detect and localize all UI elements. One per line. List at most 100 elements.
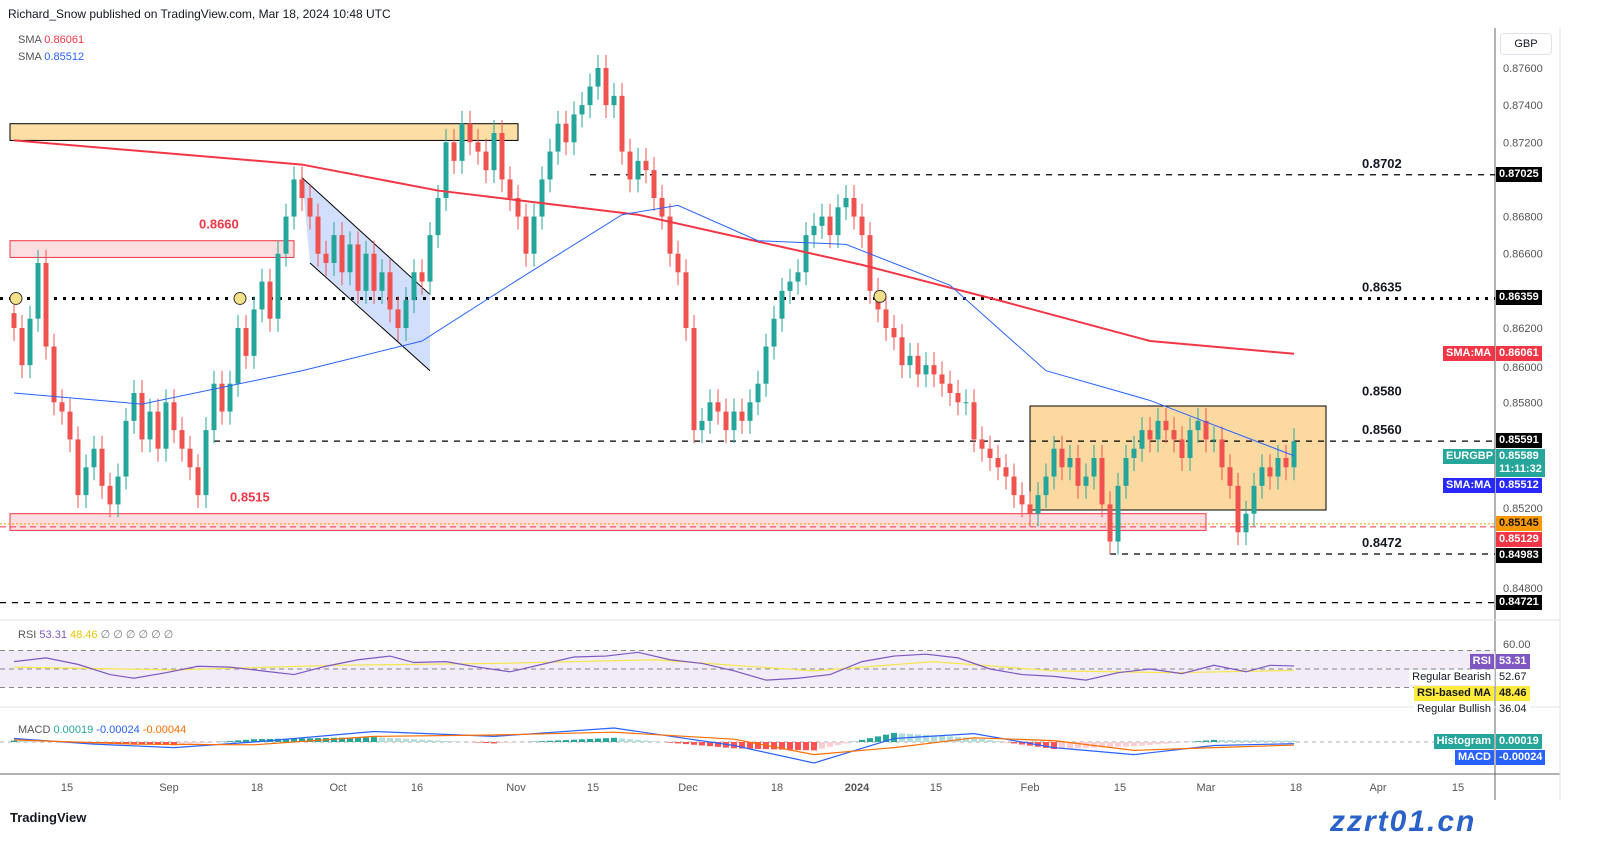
x-tick-label: 15 (930, 782, 942, 794)
macd-histogram-bar (883, 734, 889, 742)
channel-top-line (301, 177, 431, 295)
macd-histogram-bar (19, 740, 25, 742)
candle-body (395, 309, 401, 328)
candle-body (387, 272, 393, 310)
x-tick-label: 15 (1452, 782, 1464, 794)
candle-body (475, 142, 481, 152)
price-tag-name: EURGBP (1443, 449, 1495, 464)
candle-body (819, 216, 825, 226)
rsi-value-tag: 48.46 (1496, 686, 1530, 701)
macd-histogram-bar (995, 741, 1001, 742)
candle-body (27, 318, 33, 366)
macd-histogram-bar (891, 732, 897, 742)
candle-body (1123, 457, 1129, 486)
candle-body (1163, 420, 1169, 431)
macd-histogram-bar (1099, 742, 1105, 748)
macd-histogram-bar (11, 740, 17, 742)
candle-body (507, 179, 513, 198)
candle-body (515, 197, 521, 217)
macd-value-tag: 0.00019 (1496, 734, 1542, 749)
x-tick-label: Apr (1369, 782, 1386, 794)
candle-body (43, 262, 49, 347)
candle-body (931, 365, 937, 375)
candle-body (155, 411, 161, 449)
candle-body (731, 411, 737, 431)
macd-histogram-bar (787, 742, 793, 750)
macd-histogram-bar (1067, 742, 1073, 749)
candle-body (627, 151, 633, 180)
macd-histogram-bar (499, 742, 505, 744)
currency-button[interactable]: GBP (1500, 33, 1552, 55)
candle-body (179, 430, 185, 449)
candle-body (555, 123, 561, 152)
macd-histogram-bar (539, 741, 545, 742)
candle-body (707, 402, 713, 421)
rsi-line (13, 651, 1295, 681)
y-tick-label: 0.86200 (1503, 323, 1543, 335)
macd-histogram-bar (371, 737, 377, 742)
tradingview-logo[interactable]: TradingView (10, 810, 87, 825)
macd-histogram-bar (171, 742, 177, 746)
macd-histogram-bar (339, 737, 345, 742)
macd-histogram-bar (443, 740, 449, 742)
marker-circle (9, 291, 23, 305)
candle-body (283, 216, 289, 254)
macd-histogram-bar (1283, 740, 1289, 742)
macd-histogram-bar (875, 736, 881, 742)
candle-body (107, 485, 113, 505)
level-label: 0.8580 (1362, 383, 1402, 398)
candle-body (587, 86, 593, 106)
candle-body (779, 290, 785, 319)
candle-body (67, 411, 73, 440)
macd-histogram-bar (235, 740, 241, 742)
candle-body (267, 281, 273, 319)
macd-histogram-bar (243, 739, 249, 742)
x-tick-label: 16 (411, 782, 423, 794)
y-tick-label: 0.87600 (1503, 63, 1543, 75)
macd-histogram-bar (683, 742, 689, 745)
macd-histogram-bar (1059, 742, 1065, 749)
macd-histogram-bar (387, 737, 393, 742)
macd-histogram-bar (155, 742, 161, 745)
macd-histogram-bar (1203, 740, 1209, 742)
macd-histogram-bar (123, 742, 129, 744)
macd-histogram-bar (739, 742, 745, 749)
x-tick-label: Nov (506, 782, 526, 794)
candle-body (1251, 485, 1257, 514)
candle-body (1203, 420, 1209, 440)
candle-body (715, 402, 721, 412)
candle-body (1235, 485, 1241, 533)
candle-body (1147, 430, 1153, 440)
rsi-name-tag: Regular Bearish (1409, 670, 1494, 685)
macd-histogram-bar (379, 737, 385, 742)
macd-histogram-bar (1091, 742, 1097, 748)
zone-rect (9, 240, 295, 258)
candle-body (323, 253, 329, 263)
rsi-legend[interactable]: RSI 53.31 48.46 ∅ ∅ ∅ ∅ ∅ ∅ (18, 629, 174, 641)
candle-body (651, 170, 657, 198)
level-label: 0.8560 (1362, 422, 1402, 437)
candle-body (1259, 467, 1265, 486)
macd-histogram-bar (115, 742, 121, 744)
macd-histogram-bar (1195, 741, 1201, 742)
marker-circle (873, 289, 887, 303)
candle-body (99, 448, 105, 486)
candle-body (595, 68, 601, 87)
legend-sma-50[interactable]: SMA 0.85512 (18, 51, 85, 63)
macd-legend[interactable]: MACD 0.00019 -0.00024 -0.00044 (18, 724, 187, 736)
macd-histogram-bar (195, 742, 201, 744)
candle-body (971, 402, 977, 440)
candle-body (1291, 441, 1297, 468)
y-tick-label: 0.85200 (1503, 503, 1543, 515)
macd-histogram-bar (259, 739, 265, 742)
rsi-value-tag: 36.04 (1496, 702, 1530, 717)
x-tick-label: 18 (1290, 782, 1302, 794)
publisher-header: Richard_Snow published on TradingView.co… (8, 7, 391, 21)
candle-body (659, 197, 665, 217)
macd-value-tag: -0.00024 (1496, 750, 1546, 765)
macd-histogram-bar (1147, 742, 1153, 745)
macd-histogram-bar (435, 740, 441, 742)
candle-body (1227, 467, 1233, 486)
legend-sma-200[interactable]: SMA 0.86061 (18, 34, 85, 46)
